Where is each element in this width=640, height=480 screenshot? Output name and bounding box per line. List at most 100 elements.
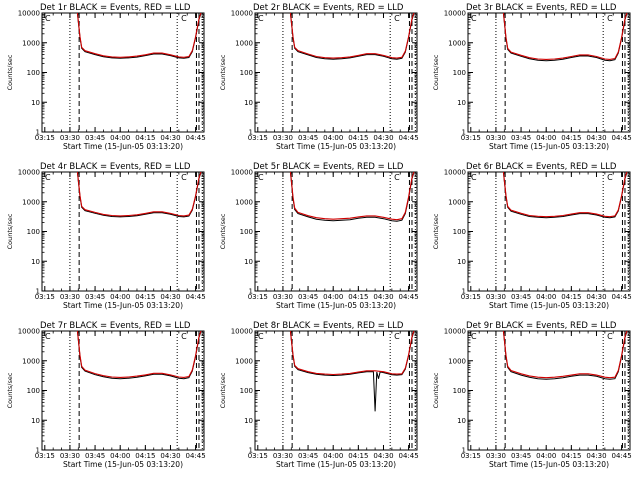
x-axis-label: Start Time (15-Jun-05 03:13:20) [276, 301, 396, 310]
lld-series-line [76, 331, 202, 378]
y-tick-label: 1 [462, 129, 466, 137]
x-tick-label: 03:15 [248, 293, 268, 301]
x-axis-label: Start Time (15-Jun-05 03:13:20) [489, 460, 609, 469]
y-axis-label: Counts/sec [432, 372, 440, 408]
plot-panel-8: Det 8r BLACK = Events, RED = LLD 1 10 100 10… [219, 321, 419, 469]
x-axis-label: Start Time (15-Jun-05 03:13:20) [63, 301, 183, 310]
plot-annotation: C [258, 173, 264, 182]
x-tick-label: 04:00 [323, 293, 343, 301]
plot-annotation: C [45, 332, 51, 341]
x-tick-label: 04:30 [373, 452, 393, 460]
y-axis-label: Counts/sec [432, 54, 440, 90]
x-tick-label: 04:15 [135, 293, 155, 301]
x-tick-label: 03:45 [85, 293, 105, 301]
plot-frame [41, 12, 205, 133]
y-axis-label: Counts/sec [432, 213, 440, 249]
x-axis-label: Start Time (15-Jun-05 03:13:20) [63, 460, 183, 469]
plot-title: Det 8r BLACK = Events, RED = LLD [253, 321, 404, 331]
plot-frame [467, 12, 631, 133]
x-tick-label: 03:45 [298, 293, 318, 301]
x-tick-label: 04:30 [586, 293, 606, 301]
x-tick-label: 03:15 [461, 452, 481, 460]
plot-annotation: C [394, 14, 400, 23]
plot-annotation: C [394, 332, 400, 341]
x-tick-label: 04:45 [186, 134, 206, 142]
x-tick-label: 04:00 [323, 134, 343, 142]
lld-series-line [502, 331, 628, 379]
x-axis-label: Start Time (15-Jun-05 03:13:20) [489, 142, 609, 151]
plot-annotation: C [471, 173, 477, 182]
plot-title: Det 3r BLACK = Events, RED = LLD [466, 3, 617, 13]
x-tick-label: 03:15 [461, 134, 481, 142]
plot-annotation: C [181, 14, 187, 23]
plot-series-group [289, 331, 415, 412]
x-tick-label: 04:30 [586, 452, 606, 460]
x-tick-label: 04:00 [536, 134, 556, 142]
plot-title: Det 1r BLACK = Events, RED = LLD [40, 3, 191, 13]
x-tick-label: 04:45 [399, 134, 419, 142]
x-tick-label: 04:30 [586, 134, 606, 142]
x-tick-label: 03:30 [273, 452, 293, 460]
y-tick-label: 100 [453, 69, 466, 77]
plot-title: Det 9r BLACK = Events, RED = LLD [466, 321, 617, 331]
plot-frame [41, 330, 205, 451]
y-axis-label: Counts/sec [6, 213, 14, 249]
x-tick-label: 03:30 [486, 293, 506, 301]
y-tick-label: 10 [457, 417, 466, 425]
y-tick-label: 10000 [444, 328, 466, 336]
y-tick-label: 1000 [448, 357, 466, 365]
x-tick-label: 03:45 [298, 452, 318, 460]
y-tick-label: 100 [240, 387, 253, 395]
plot-panel-1: Det 1r BLACK = Events, RED = LLD 1 10 100 10… [6, 3, 206, 151]
plot-panel-6: Det 6r BLACK = Events, RED = LLD 1 10 100 10… [432, 162, 632, 310]
x-tick-label: 03:15 [35, 452, 55, 460]
y-tick-label: 100 [240, 69, 253, 77]
x-tick-label: 04:15 [348, 293, 368, 301]
lld-series-line [289, 172, 415, 221]
x-tick-label: 04:30 [160, 293, 180, 301]
x-tick-label: 03:30 [486, 134, 506, 142]
y-axis-label: Counts/sec [219, 54, 227, 90]
x-tick-label: 04:45 [612, 134, 632, 142]
x-tick-label: 04:15 [561, 293, 581, 301]
y-tick-label: 10 [244, 258, 253, 266]
plot-panel-5: Det 5r BLACK = Events, RED = LLD 1 10 100 10… [219, 162, 419, 310]
plot-annotation: C [258, 14, 264, 23]
plot-annotation: C [45, 14, 51, 23]
plot-annotation: C [258, 332, 264, 341]
x-tick-label: 04:00 [110, 452, 130, 460]
y-tick-label: 100 [453, 228, 466, 236]
y-tick-label: 1000 [235, 198, 253, 206]
y-axis-label: Counts/sec [6, 372, 14, 408]
plot-annotation: C [181, 332, 187, 341]
x-tick-label: 03:30 [60, 293, 80, 301]
y-tick-label: 10 [31, 258, 40, 266]
x-tick-label: 04:45 [612, 452, 632, 460]
y-tick-label: 1000 [235, 39, 253, 47]
y-tick-label: 10 [244, 417, 253, 425]
x-tick-label: 04:30 [373, 134, 393, 142]
y-tick-label: 1 [249, 447, 253, 455]
plot-frame [41, 171, 205, 292]
y-tick-label: 10000 [444, 169, 466, 177]
y-tick-label: 10000 [231, 10, 253, 18]
x-axis-label: Start Time (15-Jun-05 03:13:20) [63, 142, 183, 151]
x-tick-label: 04:45 [186, 293, 206, 301]
plot-annotation: C [471, 14, 477, 23]
x-tick-label: 04:45 [399, 293, 419, 301]
plot-annotation: C [607, 14, 613, 23]
x-tick-label: 03:45 [511, 293, 531, 301]
y-tick-label: 10 [31, 417, 40, 425]
x-tick-label: 04:15 [135, 452, 155, 460]
plot-annotation: C [394, 173, 400, 182]
plot-title: Det 4r BLACK = Events, RED = LLD [40, 162, 191, 172]
x-tick-label: 04:30 [373, 293, 393, 301]
x-tick-label: 03:30 [60, 134, 80, 142]
y-tick-label: 100 [27, 69, 40, 77]
y-tick-label: 10 [31, 99, 40, 107]
x-tick-label: 03:15 [35, 293, 55, 301]
y-tick-label: 100 [240, 228, 253, 236]
plot-panel-9: Det 9r BLACK = Events, RED = LLD 1 10 100 10… [432, 321, 632, 469]
plot-annotation: C [471, 332, 477, 341]
x-tick-label: 03:30 [486, 452, 506, 460]
